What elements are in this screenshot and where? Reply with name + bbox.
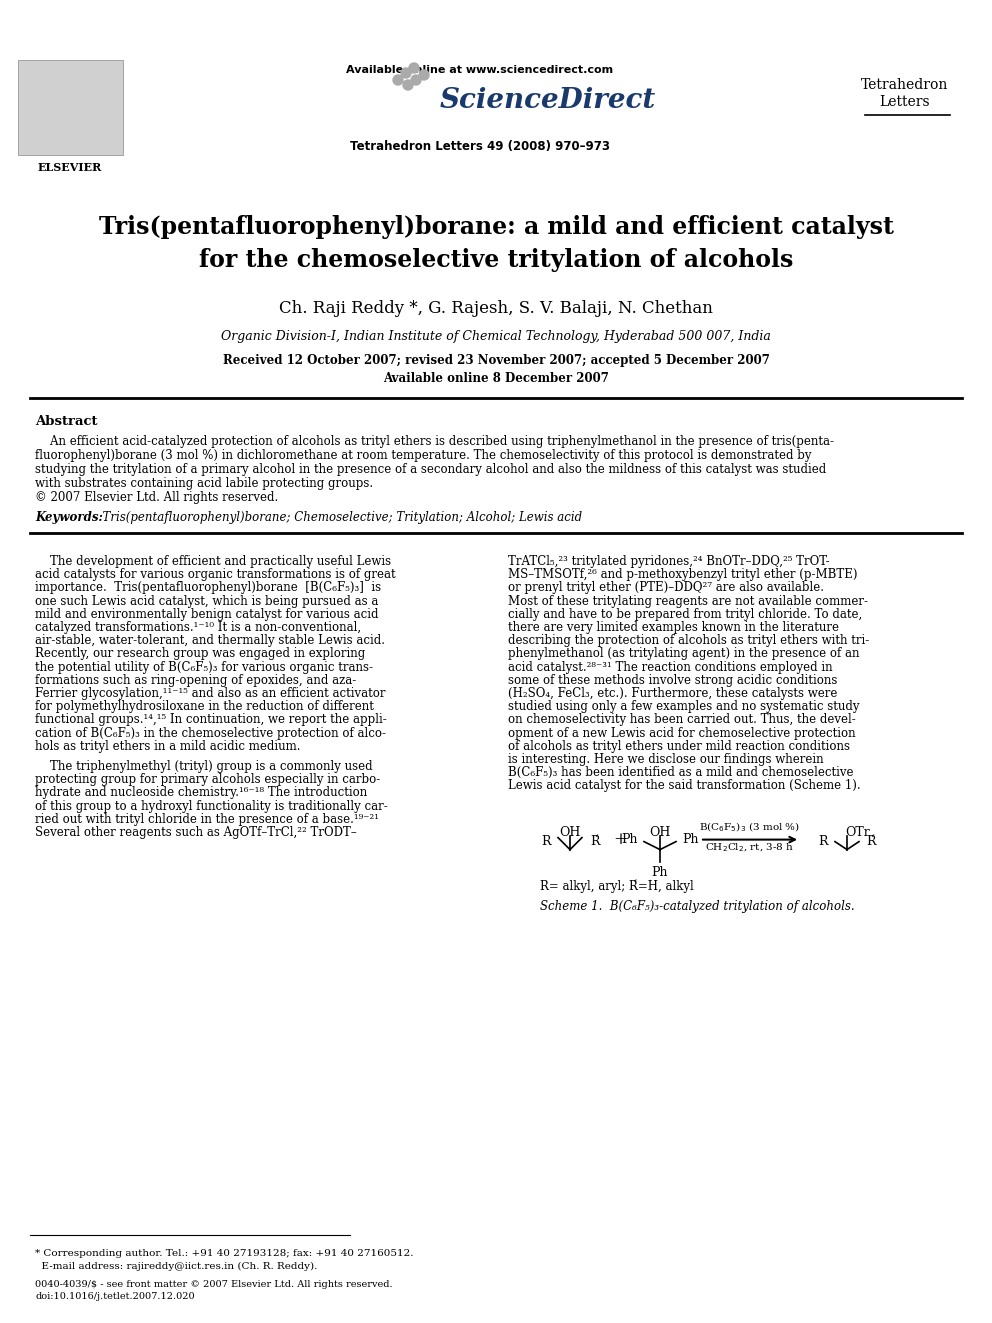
Text: acid catalysts for various organic transformations is of great: acid catalysts for various organic trans…	[35, 568, 396, 581]
Text: Ŕ: Ŕ	[590, 835, 599, 848]
Text: ried out with trityl chloride in the presence of a base.¹⁹⁻²¹: ried out with trityl chloride in the pre…	[35, 812, 379, 826]
Text: functional groups.¹⁴,¹⁵ In continuation, we report the appli-: functional groups.¹⁴,¹⁵ In continuation,…	[35, 713, 387, 726]
Text: (H₂SO₄, FeCl₃, etc.). Furthermore, these catalysts were: (H₂SO₄, FeCl₃, etc.). Furthermore, these…	[508, 687, 837, 700]
Text: fluorophenyl)borane (3 mol %) in dichloromethane at room temperature. The chemos: fluorophenyl)borane (3 mol %) in dichlor…	[35, 448, 811, 462]
Text: Keywords:: Keywords:	[35, 511, 103, 524]
Text: OTr: OTr	[845, 826, 870, 839]
Text: of alcohols as trityl ethers under mild reaction conditions: of alcohols as trityl ethers under mild …	[508, 740, 850, 753]
Text: Lewis acid catalyst for the said transformation (Scheme 1).: Lewis acid catalyst for the said transfo…	[508, 779, 861, 792]
Text: of this group to a hydroxyl functionality is traditionally car-: of this group to a hydroxyl functionalit…	[35, 799, 388, 812]
Text: or prenyl trityl ether (PTE)–DDQ²⁷ are also available.: or prenyl trityl ether (PTE)–DDQ²⁷ are a…	[508, 581, 824, 594]
Circle shape	[409, 64, 419, 73]
Text: Abstract: Abstract	[35, 415, 97, 429]
Text: doi:10.1016/j.tetlet.2007.12.020: doi:10.1016/j.tetlet.2007.12.020	[35, 1293, 194, 1301]
Text: The triphenylmethyl (trityl) group is a commonly used: The triphenylmethyl (trityl) group is a …	[35, 759, 373, 773]
Text: Ŕ: Ŕ	[866, 835, 876, 848]
Text: MS–TMSOTf,²⁶ and p-methoxybenzyl trityl ether (p-MBTE): MS–TMSOTf,²⁶ and p-methoxybenzyl trityl …	[508, 568, 857, 581]
Text: Available online at www.sciencedirect.com: Available online at www.sciencedirect.co…	[346, 65, 614, 75]
FancyBboxPatch shape	[18, 60, 123, 155]
Text: Organic Division-I, Indian Institute of Chemical Technology, Hyderabad 500 007, : Organic Division-I, Indian Institute of …	[221, 329, 771, 343]
Text: CH$_2$Cl$_2$, rt, 3-8 h: CH$_2$Cl$_2$, rt, 3-8 h	[705, 841, 795, 853]
Text: catalyzed transformations.¹⁻¹⁰ It is a non-conventional,: catalyzed transformations.¹⁻¹⁰ It is a n…	[35, 620, 361, 634]
Text: Ph: Ph	[622, 833, 638, 847]
Text: R= alkyl, aryl; Ŕ=H, alkyl: R= alkyl, aryl; Ŕ=H, alkyl	[540, 880, 693, 893]
Circle shape	[419, 70, 429, 79]
Text: Ph: Ph	[652, 865, 669, 878]
Text: air-stable, water-tolerant, and thermally stable Lewis acid.: air-stable, water-tolerant, and thermall…	[35, 634, 385, 647]
Text: opment of a new Lewis acid for chemoselective protection: opment of a new Lewis acid for chemosele…	[508, 726, 856, 740]
Text: acid catalyst.²⁸⁻³¹ The reaction conditions employed in: acid catalyst.²⁸⁻³¹ The reaction conditi…	[508, 660, 832, 673]
Text: © 2007 Elsevier Ltd. All rights reserved.: © 2007 Elsevier Ltd. All rights reserved…	[35, 491, 278, 504]
Text: Recently, our research group was engaged in exploring: Recently, our research group was engaged…	[35, 647, 365, 660]
Text: cation of B(C₆F₅)₃ in the chemoselective protection of alco-: cation of B(C₆F₅)₃ in the chemoselective…	[35, 726, 386, 740]
Text: some of these methods involve strong acidic conditions: some of these methods involve strong aci…	[508, 673, 837, 687]
Text: ScienceDirect: ScienceDirect	[440, 86, 657, 114]
Text: Tetrahedron: Tetrahedron	[861, 78, 948, 93]
Text: for the chemoselective tritylation of alcohols: for the chemoselective tritylation of al…	[198, 247, 794, 273]
Text: R: R	[818, 835, 828, 848]
Text: Available online 8 December 2007: Available online 8 December 2007	[383, 372, 609, 385]
Text: The development of efficient and practically useful Lewis: The development of efficient and practic…	[35, 556, 391, 568]
Text: studied using only a few examples and no systematic study: studied using only a few examples and no…	[508, 700, 859, 713]
Text: Ph: Ph	[682, 833, 698, 847]
Text: Most of these tritylating reagents are not available commer-: Most of these tritylating reagents are n…	[508, 594, 868, 607]
Text: B(C₆F₅)₃ has been identified as a mild and chemoselective: B(C₆F₅)₃ has been identified as a mild a…	[508, 766, 853, 779]
Text: Scheme 1.  B(C₆F₅)₃-catalyzed tritylation of alcohols.: Scheme 1. B(C₆F₅)₃-catalyzed tritylation…	[540, 900, 855, 913]
Text: Ch. Raji Reddy *, G. Rajesh, S. V. Balaji, N. Chethan: Ch. Raji Reddy *, G. Rajesh, S. V. Balaj…	[279, 300, 713, 318]
Text: Tetrahedron Letters 49 (2008) 970–973: Tetrahedron Letters 49 (2008) 970–973	[350, 140, 610, 153]
Text: mild and environmentally benign catalyst for various acid: mild and environmentally benign catalyst…	[35, 607, 379, 620]
Circle shape	[401, 67, 411, 78]
Text: ELSEVIER: ELSEVIER	[38, 161, 102, 173]
Text: the potential utility of B(C₆F₅)₃ for various organic trans-: the potential utility of B(C₆F₅)₃ for va…	[35, 660, 373, 673]
Circle shape	[403, 79, 413, 90]
Text: E-mail address: rajireddy@iict.res.in (Ch. R. Reddy).: E-mail address: rajireddy@iict.res.in (C…	[35, 1262, 317, 1271]
Text: 0040-4039/$ - see front matter © 2007 Elsevier Ltd. All rights reserved.: 0040-4039/$ - see front matter © 2007 El…	[35, 1279, 393, 1289]
Text: importance.  Tris(pentafluorophenyl)borane  [B(C₆F₅)₃]  is: importance. Tris(pentafluorophenyl)boran…	[35, 581, 381, 594]
Text: OH: OH	[559, 826, 580, 839]
Text: protecting group for primary alcohols especially in carbo-: protecting group for primary alcohols es…	[35, 773, 380, 786]
Text: B(C$_6$F$_5$)$_3$ (3 mol %): B(C$_6$F$_5$)$_3$ (3 mol %)	[699, 820, 801, 835]
Text: R: R	[542, 835, 551, 848]
Text: Several other reagents such as AgOTf–TrCl,²² TrODT–: Several other reagents such as AgOTf–TrC…	[35, 826, 357, 839]
Circle shape	[393, 75, 403, 85]
Text: Letters: Letters	[880, 95, 930, 108]
Text: studying the tritylation of a primary alcohol in the presence of a secondary alc: studying the tritylation of a primary al…	[35, 463, 826, 476]
Text: on chemoselectivity has been carried out. Thus, the devel-: on chemoselectivity has been carried out…	[508, 713, 856, 726]
Text: hydrate and nucleoside chemistry.¹⁶⁻¹⁸ The introduction: hydrate and nucleoside chemistry.¹⁶⁻¹⁸ T…	[35, 786, 367, 799]
Text: * Corresponding author. Tel.: +91 40 27193128; fax: +91 40 27160512.: * Corresponding author. Tel.: +91 40 271…	[35, 1249, 414, 1258]
Text: Ferrier glycosylation,¹¹⁻¹⁵ and also as an efficient activator: Ferrier glycosylation,¹¹⁻¹⁵ and also as …	[35, 687, 386, 700]
Text: is interesting. Here we disclose our findings wherein: is interesting. Here we disclose our fin…	[508, 753, 823, 766]
Text: cially and have to be prepared from trityl chloride. To date,: cially and have to be prepared from trit…	[508, 607, 862, 620]
Text: Tris(pentafluorophenyl)borane: a mild and efficient catalyst: Tris(pentafluorophenyl)borane: a mild an…	[98, 216, 894, 239]
Circle shape	[411, 75, 421, 85]
Text: phenylmethanol (as tritylating agent) in the presence of an: phenylmethanol (as tritylating agent) in…	[508, 647, 859, 660]
Text: +: +	[613, 831, 627, 848]
Text: Tris(pentafluorophenyl)borane; Chemoselective; Tritylation; Alcohol; Lewis acid: Tris(pentafluorophenyl)borane; Chemosele…	[95, 511, 582, 524]
Text: describing the protection of alcohols as trityl ethers with tri-: describing the protection of alcohols as…	[508, 634, 869, 647]
Text: An efficient acid-catalyzed protection of alcohols as trityl ethers is described: An efficient acid-catalyzed protection o…	[35, 435, 834, 448]
Text: there are very limited examples known in the literature: there are very limited examples known in…	[508, 620, 839, 634]
Text: for polymethylhydrosiloxane in the reduction of different: for polymethylhydrosiloxane in the reduc…	[35, 700, 374, 713]
Text: one such Lewis acid catalyst, which is being pursued as a: one such Lewis acid catalyst, which is b…	[35, 594, 378, 607]
Text: formations such as ring-opening of epoxides, and aza-: formations such as ring-opening of epoxi…	[35, 673, 356, 687]
Text: TrATCl₅,²³ tritylated pyridones,²⁴ BnOTr–DDQ,²⁵ TrOT-: TrATCl₅,²³ tritylated pyridones,²⁴ BnOTr…	[508, 556, 829, 568]
Text: OH: OH	[650, 826, 671, 839]
Text: with substrates containing acid labile protecting groups.: with substrates containing acid labile p…	[35, 478, 373, 490]
Text: Received 12 October 2007; revised 23 November 2007; accepted 5 December 2007: Received 12 October 2007; revised 23 Nov…	[222, 355, 770, 366]
Text: hols as trityl ethers in a mild acidic medium.: hols as trityl ethers in a mild acidic m…	[35, 740, 301, 753]
